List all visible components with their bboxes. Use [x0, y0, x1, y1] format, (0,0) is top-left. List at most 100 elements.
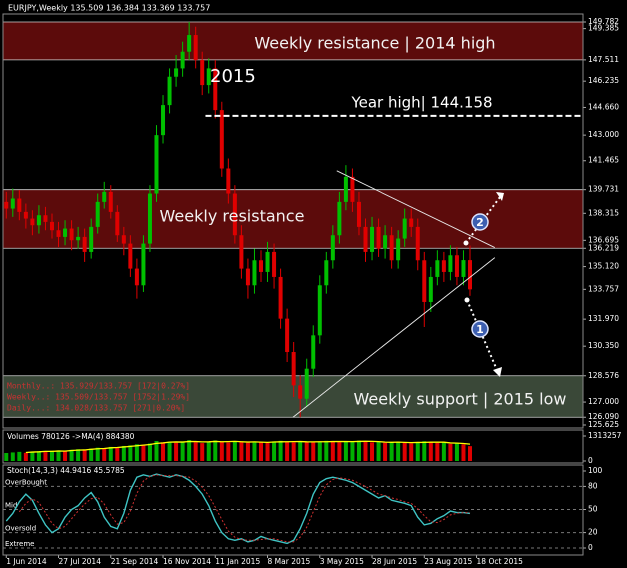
candle-body: [174, 68, 179, 77]
level-label: Extreme: [5, 540, 34, 548]
volume-panel: [2, 429, 584, 464]
volume-title: Volumes 780126 ->MA(4) 884380: [7, 432, 135, 441]
x-tick-label: 8 Mar 2015: [268, 557, 311, 566]
level-label: Mid: [5, 502, 17, 510]
y-tick-label: 50: [588, 505, 598, 514]
volume-bar: [298, 441, 303, 461]
volume-bar: [402, 442, 407, 461]
stoch-title: Stoch(14,3,3) 44.9416 45.5785: [7, 466, 125, 475]
overlays: EURJPY,Weekly 135.509 136.384 133.369 13…: [2, 4, 584, 556]
arrow-head: [493, 367, 502, 377]
y-tick-label: 128.576: [588, 371, 619, 380]
volume-bar: [141, 444, 146, 461]
volume-bar: [82, 449, 87, 461]
volume-bar: [285, 441, 290, 461]
candle-body: [141, 243, 146, 286]
volume-bar: [36, 451, 41, 461]
volume-bar: [17, 451, 22, 461]
y-tick-label: 138.315: [588, 208, 619, 217]
candle-body: [239, 235, 244, 269]
candle-body: [76, 236, 81, 241]
volume-bar: [383, 442, 388, 461]
volume-bar: [115, 447, 120, 461]
candle-body: [441, 260, 446, 272]
info-line: Daily...: 134.028/133.757 [271|0.20%]: [7, 404, 185, 413]
candle-body: [23, 211, 28, 219]
volume-bar: [219, 441, 224, 461]
marker: [471, 320, 489, 338]
marker-label: 2: [476, 216, 484, 229]
volume-bar: [258, 442, 263, 461]
candle-body: [219, 110, 224, 169]
candle-body: [330, 235, 335, 261]
y-tick-label: 136.695: [588, 235, 619, 244]
candle-body: [30, 218, 35, 226]
volume-bar: [422, 441, 427, 461]
volume-bar: [370, 442, 375, 461]
candle-body: [324, 260, 329, 286]
volume-bar: [232, 441, 237, 461]
candle-body: [82, 236, 87, 252]
y-tick-label: 135.120: [588, 262, 619, 271]
candle-body: [4, 201, 9, 209]
candle-body: [10, 198, 15, 209]
volume-bar: [213, 440, 218, 461]
candle-body: [167, 76, 172, 106]
candle-body: [337, 201, 342, 236]
y-tick-label: 144.660: [588, 102, 619, 111]
volume-bar: [343, 441, 348, 461]
y-tick-label: 143.000: [588, 130, 619, 139]
volume-bar: [454, 443, 459, 461]
marker: [471, 213, 489, 231]
volume-bar: [49, 450, 54, 461]
dot: [464, 297, 470, 303]
candle-body: [154, 135, 159, 194]
volume-bar: [226, 442, 231, 461]
x-tick-label: 11 Jan 2015: [215, 557, 260, 566]
volume-bar: [161, 442, 166, 461]
y-tick-label: 0: [588, 456, 593, 465]
y-tick-label: 149.385: [588, 24, 619, 33]
x-tick-label: 21 Sep 2014: [111, 557, 159, 566]
volume-bar: [356, 440, 361, 461]
volume-bar: [311, 442, 316, 461]
candle-body: [128, 243, 133, 269]
candle-body: [278, 276, 283, 319]
volume-bar: [350, 441, 355, 461]
y-tick-label: 141.465: [588, 156, 619, 165]
zone: [3, 22, 583, 60]
volume-bar: [23, 452, 28, 461]
arrow-head: [496, 192, 504, 201]
y-tick-label: 130.350: [588, 341, 619, 350]
volume-bar: [337, 442, 342, 461]
dot: [463, 240, 469, 246]
volume-bar: [461, 444, 466, 461]
note: 2015: [210, 66, 256, 87]
volume-ma: [25, 440, 471, 454]
candle-body: [304, 368, 309, 399]
y-tick-label: 0: [588, 543, 593, 552]
y-tick-label: 147.511: [588, 55, 619, 64]
volume-bar: [76, 449, 81, 461]
candle-body: [121, 235, 126, 244]
candle-body: [232, 193, 237, 236]
level-label: Oversold: [5, 525, 36, 533]
stoch-line: [5, 473, 471, 545]
trendline: [292, 257, 496, 418]
volume-bar: [108, 446, 113, 461]
candle-body: [272, 251, 277, 277]
candle-body: [102, 191, 107, 202]
candle-body: [435, 260, 440, 277]
volume-bar: [389, 442, 394, 461]
candle-body: [317, 285, 322, 336]
candle-body: [69, 228, 74, 241]
candle-body: [245, 268, 250, 286]
volume-bar: [468, 446, 473, 461]
candle-body: [147, 193, 152, 244]
volume-bar: [435, 442, 440, 461]
x-tick-label: 1 Jun 2014: [6, 557, 47, 566]
hline-label: Year high| 144.158: [350, 94, 492, 112]
y-tick-label: 149.782: [588, 17, 619, 26]
volume-bar: [245, 442, 250, 461]
